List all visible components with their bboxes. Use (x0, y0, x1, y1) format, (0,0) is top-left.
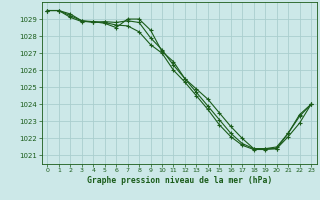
X-axis label: Graphe pression niveau de la mer (hPa): Graphe pression niveau de la mer (hPa) (87, 176, 272, 185)
